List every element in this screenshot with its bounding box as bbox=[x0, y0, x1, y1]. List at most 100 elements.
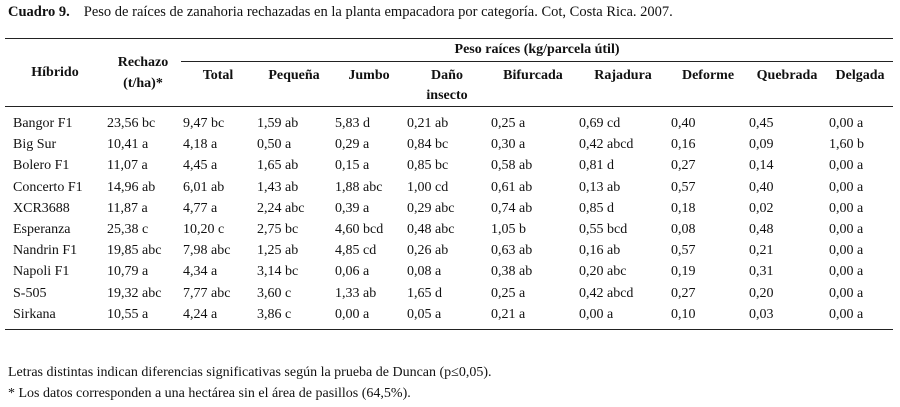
cell-rajadura: 0,13 ab bbox=[579, 179, 621, 195]
cell-delgada: 0,00 a bbox=[829, 158, 864, 174]
cell-bifurcada: 0,21 a bbox=[491, 306, 526, 322]
cell-quebrada: 0,31 bbox=[749, 264, 774, 280]
header-peso-raices: Peso raíces (kg/parcela útil) bbox=[181, 38, 894, 62]
header-dano-line2: insecto bbox=[426, 88, 468, 103]
cell-delgada: 0,00 a bbox=[829, 264, 864, 280]
cell-quebrada: 0,45 bbox=[749, 116, 774, 131]
cell-hibrido: Bangor F1 bbox=[13, 116, 73, 131]
header-pequena: Pequeña bbox=[268, 68, 320, 83]
cell-dano: 1,65 d bbox=[407, 285, 442, 301]
cell-jumbo: 0,06 a bbox=[335, 264, 370, 280]
cell-rajadura: 0,00 a bbox=[579, 306, 614, 322]
cell-rechazo: 10,55 a bbox=[107, 306, 149, 322]
cell-hibrido: Sirkana bbox=[13, 306, 56, 322]
cell-quebrada: 0,48 bbox=[749, 222, 774, 238]
cell-rechazo: 10,41 a bbox=[107, 137, 149, 153]
cell-total: 4,24 a bbox=[183, 306, 218, 322]
header-bifurcada: Bifurcada bbox=[503, 68, 563, 83]
cell-bifurcada: 0,61 ab bbox=[491, 179, 533, 195]
cell-dano: 0,84 bc bbox=[407, 137, 449, 153]
cell-hibrido: Napoli F1 bbox=[13, 264, 70, 280]
cell-quebrada: 0,14 bbox=[749, 158, 774, 174]
cell-hibrido: Big Sur bbox=[13, 137, 57, 153]
cell-deforme: 0,16 bbox=[671, 137, 696, 153]
cell-jumbo: 1,33 ab bbox=[335, 285, 377, 301]
table-row: Nandrin F1 19,85 abc 7,98 abc 1,25 ab 4,… bbox=[5, 240, 893, 261]
cell-bifurcada: 0,30 a bbox=[491, 137, 526, 153]
table-row: Big Sur 10,41 a 4,18 a 0,50 a 0,29 a 0,8… bbox=[5, 134, 893, 155]
cell-delgada: 0,00 a bbox=[829, 306, 864, 322]
cell-pequena: 0,50 a bbox=[257, 137, 292, 153]
cell-hibrido: Bolero F1 bbox=[13, 158, 70, 174]
cell-deforme: 0,27 bbox=[671, 158, 696, 174]
cell-dano: 0,85 bc bbox=[407, 158, 449, 174]
cell-bifurcada: 0,25 a bbox=[491, 116, 526, 131]
table-row: Sirkana 10,55 a 4,24 a 3,86 c 0,00 a 0,0… bbox=[5, 304, 894, 330]
caption-text: Peso de raíces de zanahoria rechazadas e… bbox=[83, 4, 673, 20]
cell-bifurcada: 0,63 ab bbox=[491, 243, 533, 259]
header-rajadura: Rajadura bbox=[594, 68, 652, 83]
cell-dano: 0,48 abc bbox=[407, 222, 455, 238]
cell-total: 4,34 a bbox=[183, 264, 218, 280]
cell-pequena: 3,14 bc bbox=[257, 264, 299, 280]
cell-rechazo: 11,07 a bbox=[107, 158, 148, 174]
data-table: Híbrido Rechazo (t/ha)* Peso raíces (kg/… bbox=[5, 38, 894, 330]
cell-delgada: 1,60 b bbox=[829, 137, 864, 153]
cell-total: 4,45 a bbox=[183, 158, 218, 174]
cell-dano: 0,21 ab bbox=[407, 116, 449, 131]
table-row: Esperanza 25,38 c 10,20 c 2,75 bc 4,60 b… bbox=[5, 219, 893, 240]
cell-hibrido: Esperanza bbox=[13, 222, 71, 238]
cell-total: 6,01 ab bbox=[183, 179, 225, 195]
cell-delgada: 0,00 a bbox=[829, 222, 864, 238]
cell-deforme: 0,08 bbox=[671, 222, 696, 238]
cell-jumbo: 1,88 abc bbox=[335, 179, 383, 195]
cell-pequena: 2,75 bc bbox=[257, 222, 299, 238]
header-dano-insecto: Daño insecto bbox=[405, 62, 489, 107]
cell-rajadura: 0,16 ab bbox=[579, 243, 621, 259]
cell-deforme: 0,40 bbox=[671, 116, 696, 131]
caption-number: Cuadro 9. bbox=[8, 4, 70, 20]
cell-rajadura: 0,69 cd bbox=[579, 116, 621, 131]
cell-bifurcada: 0,58 ab bbox=[491, 158, 533, 174]
cell-rechazo: 10,79 a bbox=[107, 264, 149, 280]
cell-total: 4,18 a bbox=[183, 137, 218, 153]
cell-pequena: 3,86 c bbox=[257, 306, 292, 322]
cell-bifurcada: 0,25 a bbox=[491, 285, 526, 301]
cell-delgada: 0,00 a bbox=[829, 200, 864, 216]
cell-delgada: 0,00 a bbox=[829, 243, 864, 259]
cell-jumbo: 0,39 a bbox=[335, 200, 370, 216]
cell-bifurcada: 1,05 b bbox=[491, 222, 526, 238]
cell-rajadura: 0,55 bcd bbox=[579, 222, 628, 238]
table-row: Bolero F1 11,07 a 4,45 a 1,65 ab 0,15 a … bbox=[5, 155, 893, 176]
cell-total: 7,77 abc bbox=[183, 285, 231, 301]
cell-bifurcada: 0,38 ab bbox=[491, 264, 533, 280]
cell-deforme: 0,57 bbox=[671, 243, 696, 259]
cell-total: 4,77 a bbox=[183, 200, 218, 216]
cell-dano: 0,26 ab bbox=[407, 243, 449, 259]
cell-total: 9,47 bc bbox=[183, 116, 225, 131]
data-table-container: Híbrido Rechazo (t/ha)* Peso raíces (kg/… bbox=[5, 38, 894, 330]
cell-pequena: 1,65 ab bbox=[257, 158, 299, 174]
cell-quebrada: 0,20 bbox=[749, 285, 774, 301]
header-delgada: Delgada bbox=[835, 68, 885, 83]
cell-rajadura: 0,42 abcd bbox=[579, 285, 634, 301]
cell-hibrido: Concerto F1 bbox=[13, 179, 83, 195]
cell-rechazo: 14,96 ab bbox=[107, 179, 156, 195]
header-quebrada: Quebrada bbox=[756, 68, 818, 83]
cell-dano: 0,29 abc bbox=[407, 200, 455, 216]
cell-pequena: 3,60 c bbox=[257, 285, 292, 301]
header-rechazo-line1: Rechazo bbox=[117, 54, 169, 70]
cell-hibrido: XCR3688 bbox=[13, 200, 70, 216]
header-rechazo-line2: (t/ha)* bbox=[123, 75, 163, 91]
cell-jumbo: 0,29 a bbox=[335, 137, 370, 153]
table-row: S-505 19,32 abc 7,77 abc 3,60 c 1,33 ab … bbox=[5, 283, 893, 304]
cell-hibrido: S-505 bbox=[13, 285, 47, 301]
cell-jumbo: 5,83 d bbox=[335, 116, 370, 131]
table-row: Napoli F1 10,79 a 4,34 a 3,14 bc 0,06 a … bbox=[5, 261, 893, 282]
cell-hibrido: Nandrin F1 bbox=[13, 243, 78, 259]
cell-total: 7,98 abc bbox=[183, 243, 231, 259]
cell-delgada: 0,00 a bbox=[829, 116, 864, 131]
cell-quebrada: 0,21 bbox=[749, 243, 774, 259]
cell-quebrada: 0,40 bbox=[749, 179, 774, 195]
header-rechazo: Rechazo (t/ha)* bbox=[105, 38, 181, 107]
